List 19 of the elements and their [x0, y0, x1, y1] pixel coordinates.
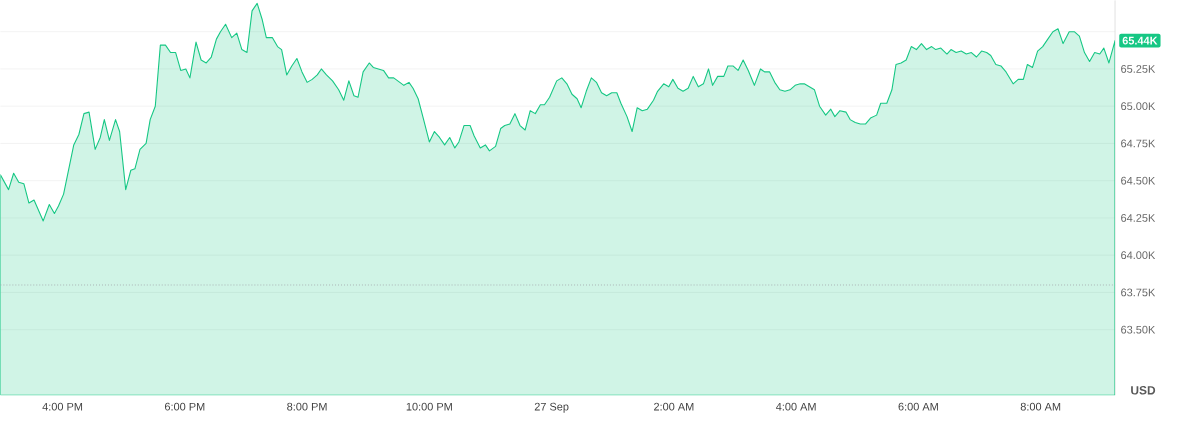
- y-tick-label: 64.25K: [1121, 213, 1156, 222]
- y-tick-label: 64.00K: [1121, 251, 1156, 259]
- annotation: 65.44K: [1122, 36, 1158, 45]
- y-tick-label: 65.25K: [1121, 64, 1156, 73]
- y-tick-label: 64.75K: [1121, 139, 1156, 148]
- x-tick-label: 8:00 PM: [287, 402, 327, 411]
- x-tick-label: 27 Sep: [534, 402, 569, 413]
- y-tick-label: 63.50K: [1121, 325, 1156, 334]
- x-tick-label: 4:00 AM: [775, 402, 816, 411]
- y-tick-label: 64.50K: [1121, 176, 1156, 185]
- x-tick-label: 2:00 AM: [654, 402, 694, 411]
- y-tick-label: 65.00K: [1121, 102, 1156, 110]
- x-tick-label: 4:00 PM: [42, 402, 83, 411]
- y-axis-title: USD: [1131, 385, 1156, 395]
- x-tick-label: 8:00 AM: [1020, 402, 1061, 411]
- x-tick-label: 10:00 PM: [406, 402, 452, 411]
- x-tick-label: 6:00 PM: [164, 402, 205, 411]
- y-tick-label: 63.75K: [1121, 288, 1156, 297]
- x-tick-label: 6:00 AM: [898, 402, 938, 411]
